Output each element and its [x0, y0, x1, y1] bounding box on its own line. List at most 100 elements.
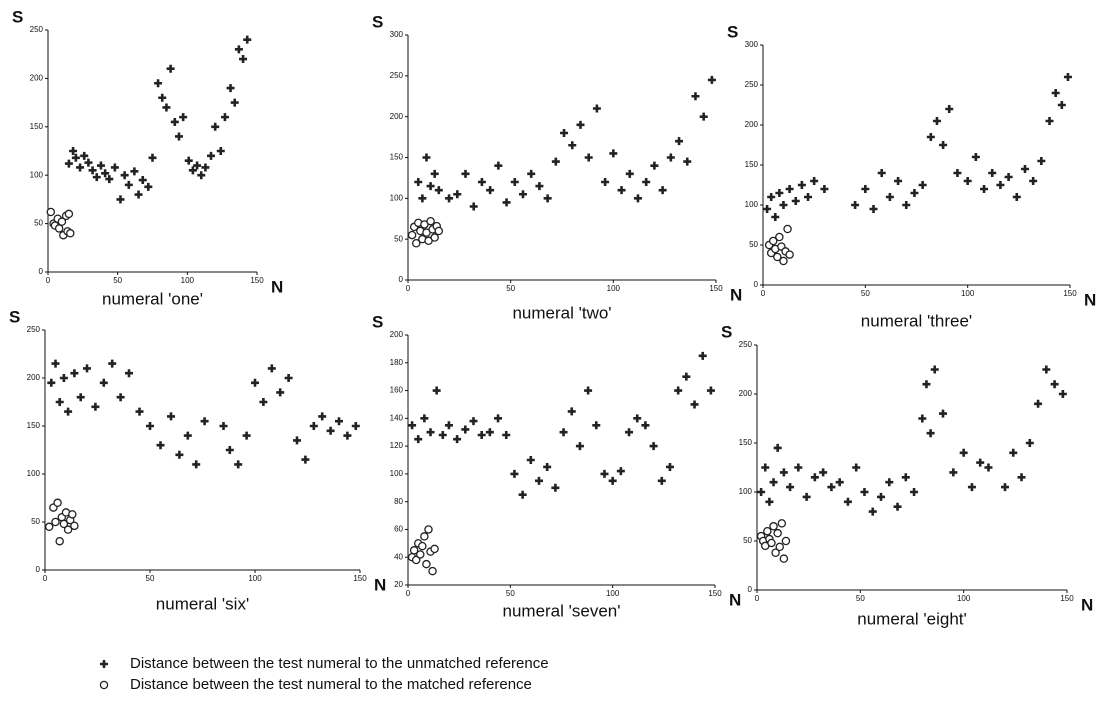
matched-point: [409, 231, 416, 238]
matched-point: [56, 538, 63, 545]
y-tick-label: 80: [394, 497, 403, 506]
x-tick-label: 150: [250, 276, 264, 285]
y-tick-label: 50: [749, 240, 758, 249]
x-tick-label: 150: [1063, 289, 1077, 298]
y-tick-label: 100: [739, 487, 753, 496]
matched-point: [431, 545, 438, 552]
y-tick-label: 250: [739, 340, 753, 349]
y-tick-label: 150: [739, 438, 753, 447]
chart-title: numeral 'one': [102, 289, 203, 308]
matched-point: [784, 225, 791, 232]
matched-point: [54, 499, 61, 506]
matched-point: [770, 523, 777, 530]
x-tick-label: 100: [957, 594, 971, 603]
matched-point: [780, 257, 787, 264]
y-tick-label: 150: [390, 153, 404, 162]
y-axis-label: S: [727, 22, 738, 41]
x-axis-label: N: [1081, 595, 1093, 614]
x-axis-label: N: [729, 590, 741, 609]
matched-point: [52, 518, 59, 525]
matched-point: [47, 208, 54, 215]
y-axis-label: S: [372, 12, 383, 31]
x-tick-label: 100: [607, 284, 621, 293]
y-tick-label: 50: [743, 536, 752, 545]
matched-point: [776, 543, 783, 550]
x-tick-label: 150: [708, 589, 722, 598]
y-axis-label: S: [372, 312, 383, 331]
x-axis-label: N: [271, 277, 283, 296]
matched-point: [780, 555, 787, 562]
y-tick-label: 250: [745, 80, 759, 89]
y-tick-label: 160: [390, 386, 404, 395]
x-tick-label: 50: [506, 589, 515, 598]
x-axis-label: N: [374, 575, 386, 594]
x-tick-label: 150: [353, 574, 367, 583]
y-tick-label: 100: [27, 469, 41, 478]
y-tick-label: 140: [390, 413, 404, 422]
x-tick-label: 50: [146, 574, 155, 583]
y-tick-label: 0: [36, 565, 41, 574]
y-tick-label: 200: [27, 373, 41, 382]
y-tick-label: 200: [745, 120, 759, 129]
x-tick-label: 100: [181, 276, 195, 285]
matched-point: [417, 551, 424, 558]
y-tick-label: 50: [394, 234, 403, 243]
y-axis-label: S: [12, 7, 23, 26]
y-tick-label: 250: [27, 325, 41, 334]
y-tick-label: 20: [394, 580, 403, 589]
matched-point: [764, 528, 771, 535]
x-tick-label: 50: [506, 284, 515, 293]
legend-marker: [100, 681, 107, 688]
y-tick-label: 60: [394, 525, 403, 534]
x-tick-label: 50: [113, 276, 122, 285]
figure: 050100150200250050100150SNnumeral 'one'0…: [0, 0, 1106, 707]
matched-point: [435, 227, 442, 234]
matched-point: [56, 225, 63, 232]
y-tick-label: 120: [390, 441, 404, 450]
y-tick-label: 50: [34, 219, 43, 228]
y-tick-label: 200: [390, 330, 404, 339]
x-tick-label: 0: [43, 574, 48, 583]
legend-label: Distance between the test numeral to the…: [130, 655, 549, 672]
y-tick-label: 100: [390, 193, 404, 202]
chart-title: numeral 'six': [156, 594, 249, 613]
matched-point: [65, 210, 72, 217]
y-tick-label: 250: [390, 71, 404, 80]
x-tick-label: 150: [709, 284, 723, 293]
y-tick-label: 300: [745, 40, 759, 49]
matched-point: [429, 568, 436, 575]
y-tick-label: 200: [739, 389, 753, 398]
x-axis-label: N: [730, 285, 742, 304]
matched-point: [425, 526, 432, 533]
y-tick-label: 150: [745, 160, 759, 169]
y-tick-label: 100: [745, 200, 759, 209]
y-tick-label: 40: [394, 552, 403, 561]
matched-point: [67, 230, 74, 237]
matched-point: [421, 533, 428, 540]
x-axis-label: N: [1084, 290, 1096, 309]
x-tick-label: 100: [961, 289, 975, 298]
x-tick-label: 100: [248, 574, 262, 583]
chart-title: numeral 'three': [861, 311, 972, 330]
chart-title: numeral 'two': [512, 303, 611, 322]
x-tick-label: 50: [861, 289, 870, 298]
matched-point: [423, 561, 430, 568]
matched-point: [774, 530, 781, 537]
legend-label: Distance between the test numeral to the…: [130, 676, 532, 693]
y-tick-label: 0: [748, 585, 753, 594]
chart-title: numeral 'seven': [503, 601, 621, 620]
matched-point: [46, 523, 53, 530]
matched-point: [69, 511, 76, 518]
x-tick-label: 100: [606, 589, 620, 598]
x-tick-label: 0: [761, 289, 766, 298]
matched-point: [778, 520, 785, 527]
y-axis-label: S: [721, 322, 732, 341]
matched-point: [776, 233, 783, 240]
matched-point: [419, 543, 426, 550]
matched-point: [782, 537, 789, 544]
y-tick-label: 100: [390, 469, 404, 478]
x-tick-label: 0: [406, 589, 411, 598]
y-tick-label: 150: [27, 421, 41, 430]
y-tick-label: 200: [390, 112, 404, 121]
y-tick-label: 0: [399, 275, 404, 284]
